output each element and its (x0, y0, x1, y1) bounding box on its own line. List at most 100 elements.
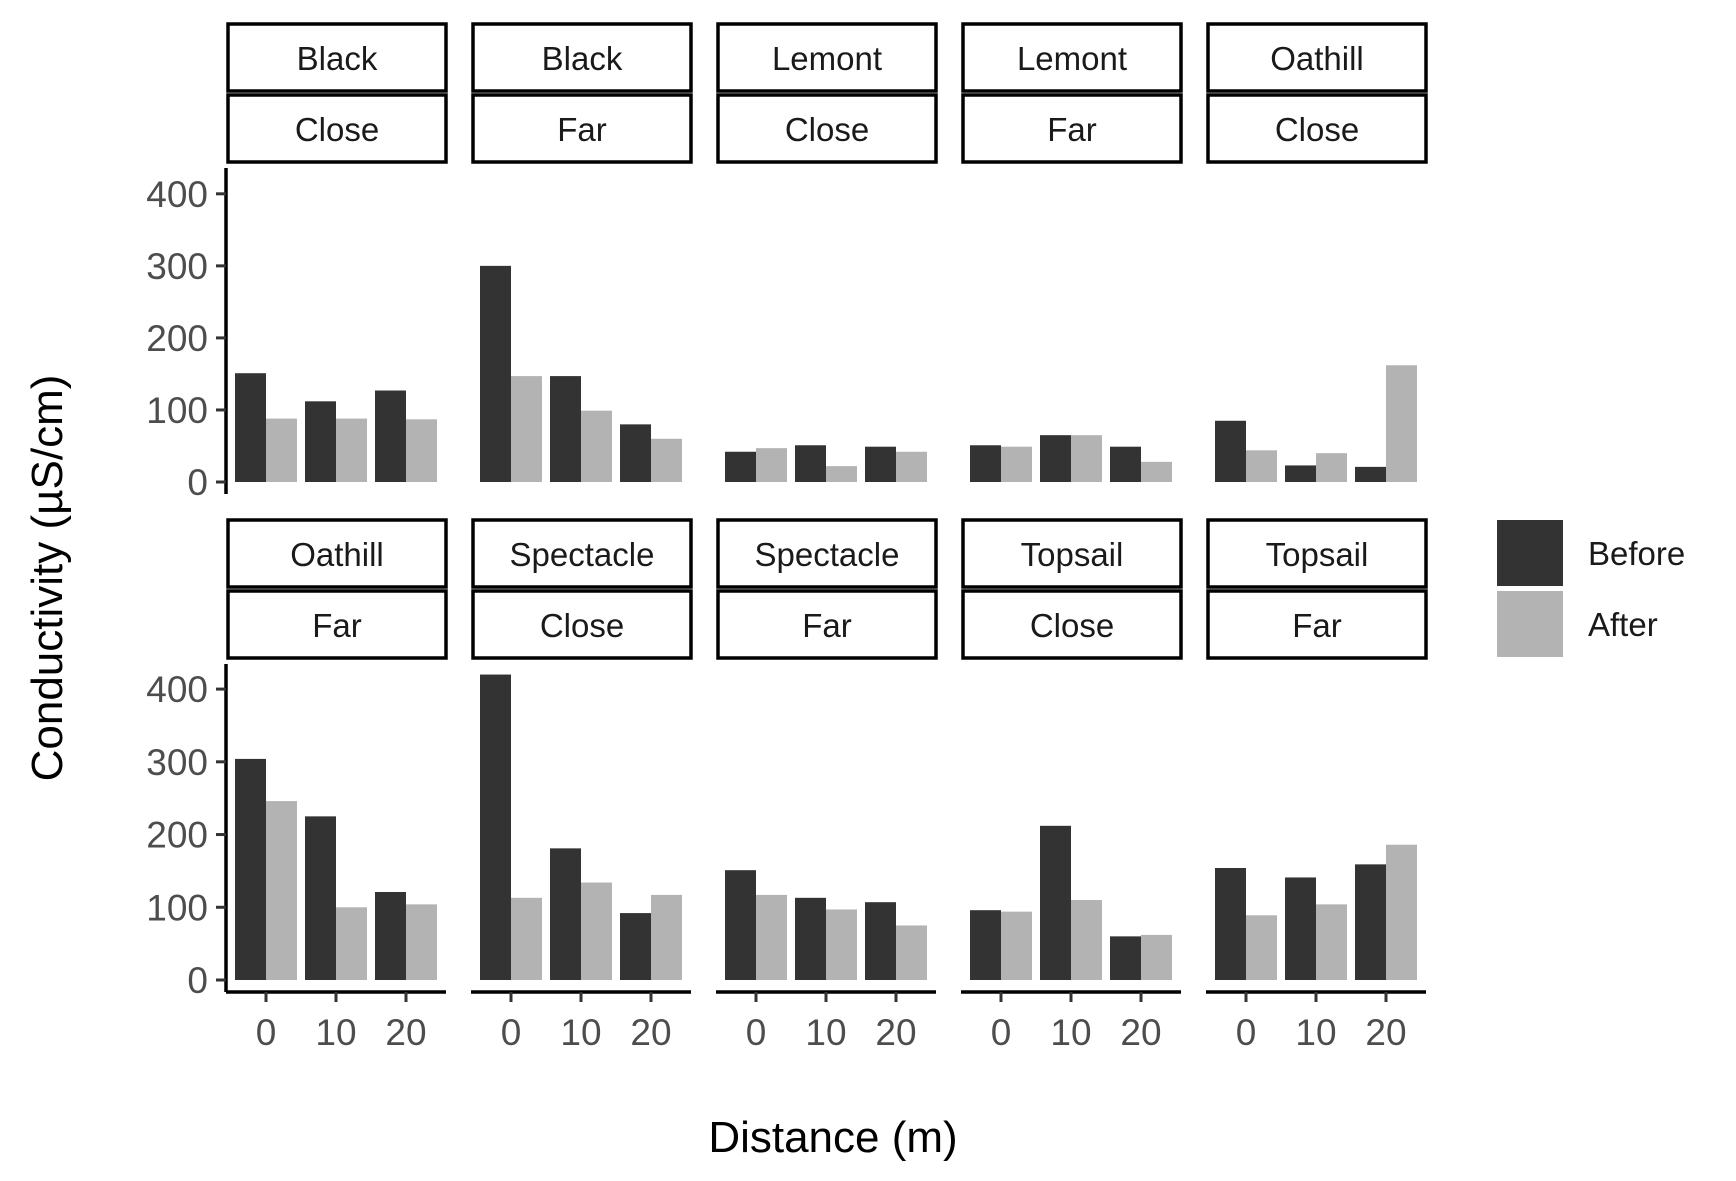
facet-strip-site-label: Topsail (1266, 536, 1369, 573)
bar-after (896, 451, 927, 482)
facet-panel: Black Close 0 100 200 300 400 (146, 22, 448, 503)
facet-strip-proximity-box (471, 589, 693, 660)
facet-panel: Oathill Far 0 100 200 300 400 0 10 20 (146, 518, 448, 1053)
legend-key-after (1497, 591, 1563, 657)
bar-after (1316, 904, 1347, 980)
facet-strip-proximity-box (961, 93, 1183, 164)
facet-strip-site-box (716, 22, 938, 93)
bar-before (550, 848, 581, 980)
x-tick-label: 20 (630, 1012, 671, 1053)
facet-strip-proximity-label: Close (295, 111, 379, 148)
x-tick-label: 0 (991, 1012, 1012, 1053)
y-tick-label: 200 (146, 318, 208, 359)
facet-strip-proximity-box (226, 589, 448, 660)
x-tick-label: 10 (1295, 1012, 1336, 1053)
bar-before (550, 376, 581, 482)
facet-panels: BlackClose0100200300400BlackFarLemontClo… (146, 22, 1428, 1053)
facet-strip-proximity-label: Far (1047, 111, 1097, 148)
bar-before (305, 816, 336, 980)
y-tick-label: 300 (146, 246, 208, 287)
facet-panel: Spectacle Far 0 10 20 (716, 518, 938, 1053)
facet-strip-proximity-label: Far (557, 111, 607, 148)
facet-strip-site-label: Lemont (772, 40, 882, 77)
bar-before (1215, 420, 1246, 482)
facet-strip-proximity-box (471, 93, 693, 164)
legend-key-before (1497, 520, 1563, 586)
bar-after (266, 801, 297, 980)
bar-before (1110, 936, 1141, 980)
bar-before (970, 910, 1001, 980)
bar-before (1215, 868, 1246, 980)
facet-strip-proximity-label: Far (312, 607, 362, 644)
bar-after (406, 419, 437, 482)
bar-before (1040, 435, 1071, 482)
y-tick-label: 0 (187, 462, 208, 503)
bar-before (620, 913, 651, 980)
x-tick-label: 0 (501, 1012, 522, 1053)
bar-before (1040, 825, 1071, 980)
legend-label-after: After (1588, 606, 1658, 643)
bar-before (620, 424, 651, 482)
facet-strip-proximity-box (1206, 589, 1428, 660)
facet-panel: Topsail Far 0 10 20 (1206, 518, 1428, 1053)
bar-after (1246, 915, 1277, 980)
bar-after (1001, 911, 1032, 980)
bar-before (1285, 465, 1316, 482)
facet-panel: Black Far (471, 22, 693, 482)
bar-before (305, 401, 336, 482)
facet-panel: Spectacle Close 0 10 20 (471, 518, 693, 1053)
bar-before (1355, 864, 1386, 980)
legend-label-before: Before (1588, 535, 1685, 572)
legend: Before After (1497, 520, 1685, 657)
facet-strip-proximity-box (226, 93, 448, 164)
bar-before (1355, 466, 1386, 482)
bar-before (865, 902, 896, 980)
facet-panel: Topsail Close 0 10 20 (961, 518, 1183, 1053)
bar-before (970, 445, 1001, 482)
bar-after (336, 418, 367, 482)
bar-before (480, 674, 511, 980)
bar-after (1386, 844, 1417, 980)
y-tick-label: 100 (146, 390, 208, 431)
bar-before (375, 390, 406, 482)
facet-strip-site-label: Lemont (1017, 40, 1127, 77)
bar-after (1071, 900, 1102, 980)
x-tick-label: 20 (385, 1012, 426, 1053)
bar-after (1071, 435, 1102, 482)
facet-strip-proximity-box (1206, 93, 1428, 164)
x-tick-label: 0 (1236, 1012, 1257, 1053)
x-tick-label: 20 (1120, 1012, 1161, 1053)
facet-strip-proximity-label: Close (1030, 607, 1114, 644)
bar-after (1001, 446, 1032, 482)
facet-strip-site-box (471, 518, 693, 589)
facet-strip-site-box (226, 22, 448, 93)
y-tick-label: 100 (146, 887, 208, 928)
x-tick-label: 0 (746, 1012, 767, 1053)
bar-after (826, 466, 857, 482)
facet-strip-proximity-box (716, 93, 938, 164)
facet-panel: Oathill Close (1206, 22, 1428, 482)
facet-strip-site-label: Black (542, 40, 623, 77)
x-tick-label: 10 (1050, 1012, 1091, 1053)
facet-strip-proximity-label: Far (1292, 607, 1342, 644)
x-tick-label: 20 (875, 1012, 916, 1053)
x-tick-label: 10 (805, 1012, 846, 1053)
x-tick-label: 10 (560, 1012, 601, 1053)
bar-after (826, 909, 857, 980)
facet-strip-site-label: Oathill (1270, 40, 1364, 77)
y-tick-label: 0 (187, 960, 208, 1001)
bar-before (865, 446, 896, 482)
facet-strip-proximity-box (716, 589, 938, 660)
facet-panel: Lemont Far (961, 22, 1183, 482)
bar-after (1316, 453, 1347, 482)
y-tick-label: 200 (146, 815, 208, 856)
bar-before (235, 758, 266, 980)
facet-strip-site-box (961, 22, 1183, 93)
bar-after (1246, 450, 1277, 482)
bar-before (375, 892, 406, 980)
facet-panel: Lemont Close (716, 22, 938, 482)
facet-strip-proximity-label: Close (540, 607, 624, 644)
facet-strip-site-label: Topsail (1021, 536, 1124, 573)
facet-strip-proximity-label: Close (785, 111, 869, 148)
x-tick-label: 20 (1365, 1012, 1406, 1053)
